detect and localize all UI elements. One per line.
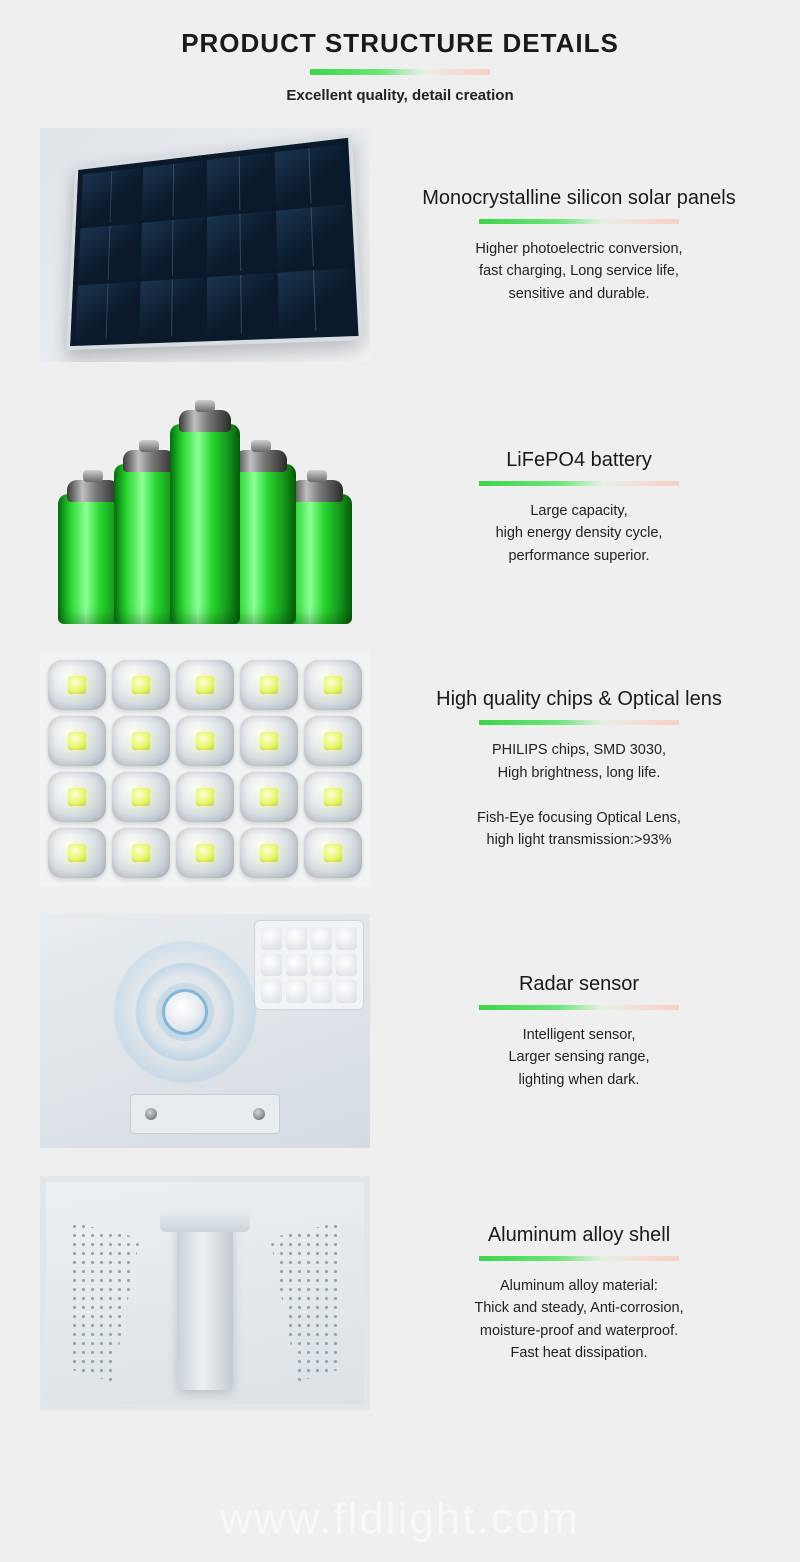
battery-description: LiFePO4 battery Large capacity, high ene…	[398, 447, 760, 567]
section-chips: High quality chips & Optical lens PHILIP…	[40, 652, 760, 886]
led-lens	[48, 660, 106, 710]
solar-cell	[274, 144, 345, 207]
page: PRODUCT STRUCTURE DETAILS Excellent qual…	[0, 0, 800, 1410]
section-title: Monocrystalline silicon solar panels	[398, 185, 760, 211]
led-lens	[240, 828, 298, 878]
solar-panel-grid	[66, 133, 363, 350]
watermark: www.fldlight.com	[0, 1494, 800, 1544]
battery-cell	[170, 424, 240, 624]
radar-description: Radar sensor Intelligent sensor, Larger …	[398, 971, 760, 1091]
led-lens	[112, 828, 170, 878]
led-lens	[240, 772, 298, 822]
led-lens	[176, 772, 234, 822]
section-shell: Aluminum alloy shell Aluminum alloy mate…	[40, 1176, 760, 1410]
header: PRODUCT STRUCTURE DETAILS Excellent qual…	[40, 28, 760, 104]
section-divider	[479, 219, 679, 224]
section-divider	[479, 720, 679, 725]
shell-description: Aluminum alloy shell Aluminum alloy mate…	[398, 1222, 760, 1365]
section-title: High quality chips & Optical lens	[398, 686, 760, 712]
section-body: Aluminum alloy material: Thick and stead…	[398, 1275, 760, 1365]
section-title: Aluminum alloy shell	[398, 1222, 760, 1248]
radar-sensor-image	[40, 914, 370, 1148]
solar-cell	[207, 211, 273, 273]
solar-description: Monocrystalline silicon solar panels Hig…	[398, 185, 760, 305]
battery-image	[40, 390, 370, 624]
led-lens-image	[40, 652, 370, 886]
section-body: Intelligent sensor, Larger sensing range…	[398, 1024, 760, 1091]
led-lens	[112, 660, 170, 710]
solar-cell	[76, 281, 137, 340]
led-lens	[176, 716, 234, 766]
led-lens	[240, 660, 298, 710]
section-body: Large capacity, high energy density cycl…	[398, 500, 760, 567]
led-lens	[112, 772, 170, 822]
led-lens	[304, 660, 362, 710]
shell-mount	[177, 1220, 233, 1390]
chips-description: High quality chips & Optical lens PHILIP…	[398, 686, 760, 851]
led-lens	[304, 828, 362, 878]
section-battery: LiFePO4 battery Large capacity, high ene…	[40, 390, 760, 624]
section-body: PHILIPS chips, SMD 3030, High brightness…	[398, 739, 760, 851]
solar-panel-image	[40, 128, 370, 362]
led-lens	[112, 716, 170, 766]
led-lens	[304, 772, 362, 822]
led-lens	[48, 716, 106, 766]
led-lens	[176, 828, 234, 878]
section-title: LiFePO4 battery	[398, 447, 760, 473]
title-divider	[310, 69, 490, 75]
section-title: Radar sensor	[398, 971, 760, 997]
solar-cell	[139, 277, 203, 337]
shell-vent-right	[270, 1222, 340, 1382]
led-lens	[304, 716, 362, 766]
solar-cell	[142, 161, 203, 220]
solar-cell	[207, 153, 272, 214]
section-radar: Radar sensor Intelligent sensor, Larger …	[40, 914, 760, 1148]
solar-cell	[78, 224, 138, 282]
led-lens	[240, 716, 298, 766]
section-solar: Monocrystalline silicon solar panels Hig…	[40, 128, 760, 362]
section-divider	[479, 1005, 679, 1010]
section-body: Higher photoelectric conversion, fast ch…	[398, 238, 760, 305]
solar-cell	[276, 205, 348, 269]
solar-cell	[278, 268, 352, 332]
led-lens	[48, 828, 106, 878]
solar-cell	[141, 218, 203, 278]
main-title: PRODUCT STRUCTURE DETAILS	[40, 28, 760, 59]
radar-led-panel	[254, 920, 364, 1010]
led-lens	[176, 660, 234, 710]
solar-cell	[81, 168, 140, 225]
led-lens	[48, 772, 106, 822]
radar-dome	[162, 989, 208, 1035]
section-divider	[479, 481, 679, 486]
solar-cell	[207, 273, 275, 335]
shell-vent-left	[70, 1222, 140, 1382]
section-divider	[479, 1256, 679, 1261]
subtitle: Excellent quality, detail creation	[40, 87, 760, 104]
aluminum-shell-image	[40, 1176, 370, 1410]
radar-bracket	[130, 1094, 280, 1134]
